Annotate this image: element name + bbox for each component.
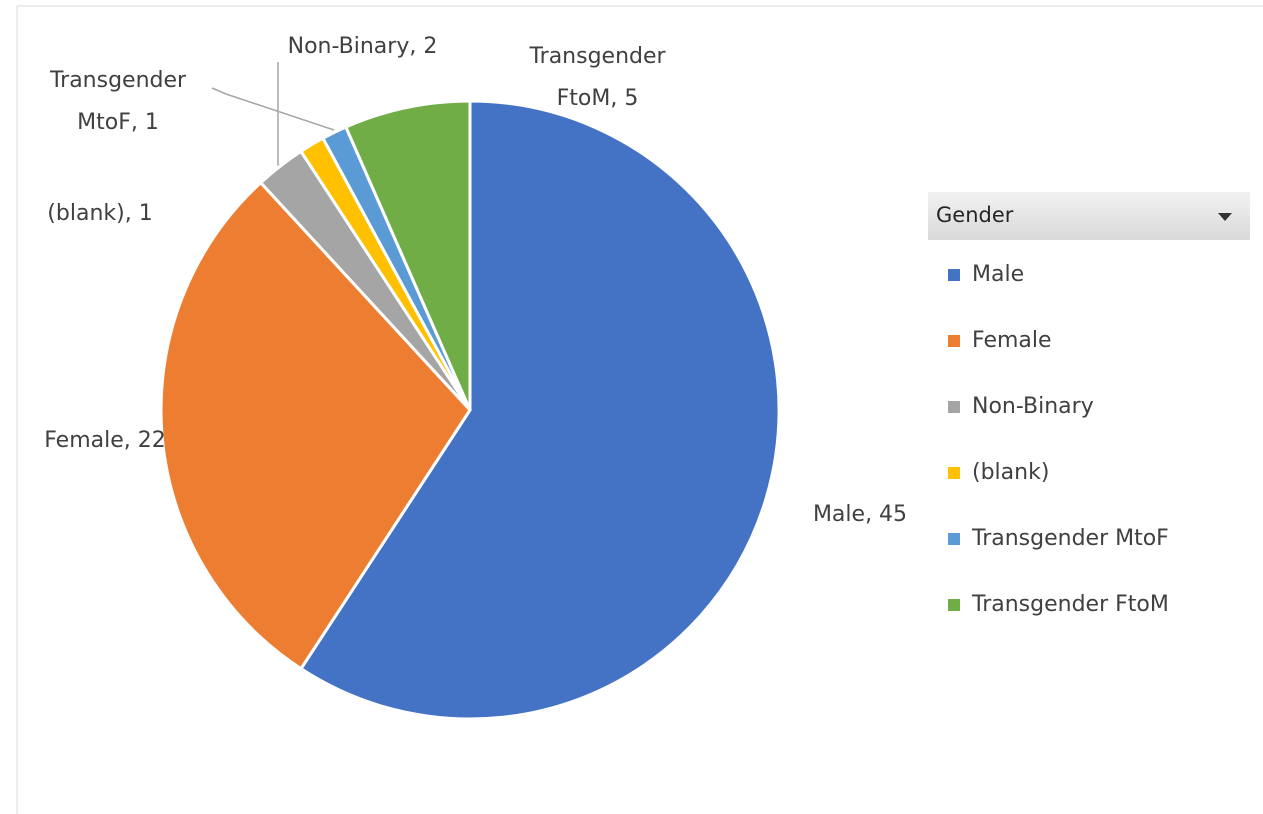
legend-swatch <box>948 467 960 479</box>
leader-line <box>211 87 335 131</box>
legend-title: Gender <box>936 203 1014 227</box>
data-label: Transgender FtoM, 5 <box>529 44 666 111</box>
legend-header[interactable]: Gender <box>928 192 1250 240</box>
legend-swatch <box>948 533 960 545</box>
data-label: Male, 45 <box>812 502 908 527</box>
pie-slice <box>159 180 472 671</box>
data-label: Female, 22 <box>44 428 166 453</box>
legend-swatch <box>948 401 960 413</box>
legend-label: Male <box>972 262 1025 287</box>
pie-slice <box>343 99 472 411</box>
data-label: Transgender MtoF, 1 <box>49 68 187 135</box>
legend-swatch <box>948 335 960 347</box>
filter-arrow[interactable] <box>1218 213 1232 221</box>
legend-swatch <box>948 599 960 611</box>
legend-label: Non-Binary <box>972 394 1094 419</box>
legend-label: Transgender MtoF <box>972 526 1169 551</box>
legend-label: Transgender FtoM <box>972 592 1169 617</box>
pie-slice <box>298 99 781 721</box>
legend-label: (blank) <box>972 460 1050 485</box>
legend-swatch <box>948 269 960 281</box>
legend-label: Female <box>972 328 1052 353</box>
data-label: Non-Binary, 2 <box>287 34 438 59</box>
data-label: (blank), 1 <box>47 201 153 226</box>
